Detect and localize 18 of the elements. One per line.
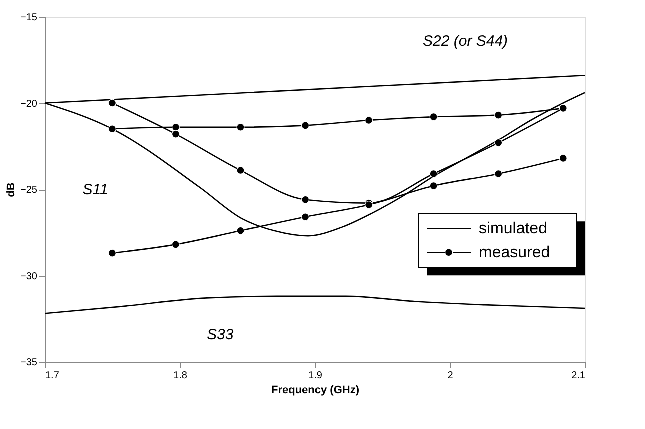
x-tick-label: 1.7 <box>46 370 60 382</box>
line-series <box>44 296 586 314</box>
y-tick-label: −20 <box>20 98 38 110</box>
y-tick-label: −30 <box>20 271 38 282</box>
legend-label: measured <box>479 244 550 262</box>
y-tick-label: −25 <box>20 185 38 196</box>
legend-label: simulated <box>479 220 548 238</box>
x-tick-label: 1.9 <box>308 370 323 382</box>
y-axis-title: dB <box>6 182 18 198</box>
annotation: S33 <box>207 326 234 344</box>
annotation: S22 (or S44) <box>423 33 508 50</box>
x-tick-label: 1.8 <box>174 370 188 382</box>
x-tick-label: 2.1 <box>572 370 586 382</box>
annotation: S11 <box>82 182 108 198</box>
y-tick-label: −35 <box>20 358 38 368</box>
y-tick-label: −15 <box>20 12 38 24</box>
x-tick-label: 2 <box>448 370 454 382</box>
x-axis-title: Frequency (GHz) <box>271 384 360 396</box>
